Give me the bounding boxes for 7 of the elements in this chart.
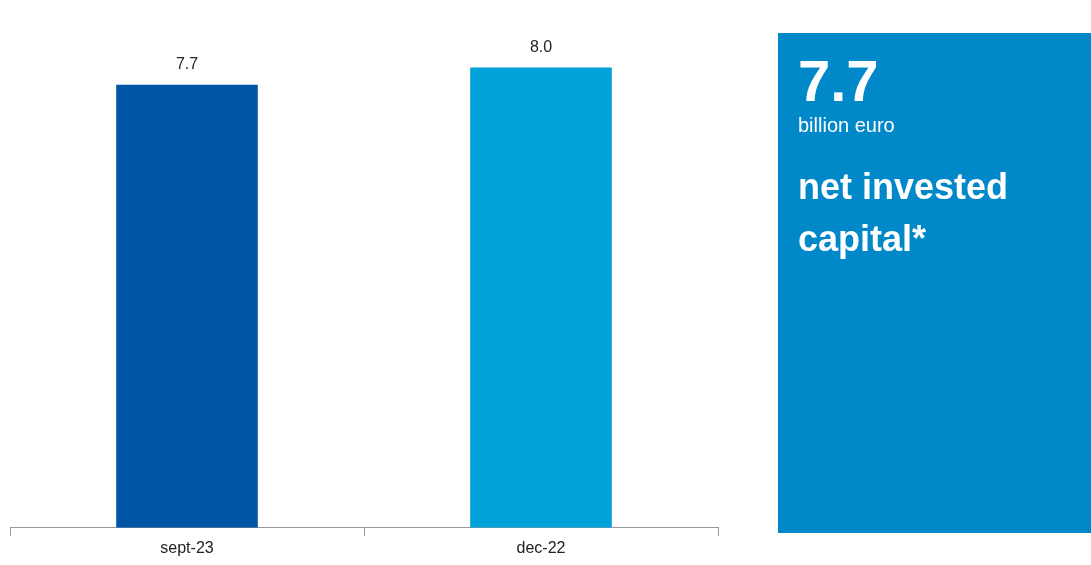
text: billion euro <box>798 114 895 136</box>
x-tick-label: sept-23 <box>160 538 214 556</box>
data-label: 7.7 <box>175 55 199 73</box>
text: net invested capital* <box>798 165 1010 261</box>
x-tick-label: dec-22 <box>516 538 566 556</box>
text: 7.7 <box>798 48 880 113</box>
data-label: 8.0 <box>529 37 553 55</box>
